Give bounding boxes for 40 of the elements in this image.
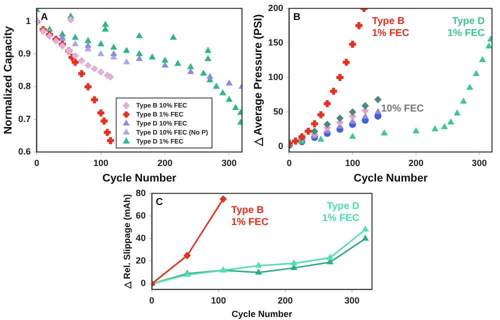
y-axis-title: Normalized Capacity: [2, 25, 15, 134]
x-axis-title: Cycle Number: [102, 172, 178, 184]
y-tick-label: 0.8: [18, 81, 31, 92]
y-tick-label: 40: [136, 233, 146, 244]
y-tick-label: 80: [136, 188, 146, 198]
x-tick-label: 0: [149, 295, 154, 306]
y-tick-label: 150: [268, 37, 284, 48]
series-label: Type B 1% FEC: [231, 204, 268, 228]
y-tick-label: 1: [26, 16, 31, 26]
y-axis-title: △ Rel. Slippage (mAh): [122, 194, 132, 290]
y-axis-title: △ Average Pressure (PSI): [252, 14, 265, 148]
x-axis-title: Cycle Number: [354, 172, 428, 184]
y-tick-label: 200: [268, 2, 284, 13]
x-tick-label: 300: [222, 158, 237, 168]
series-label: Type D 1% FEC: [322, 201, 360, 224]
annotation: A: [40, 12, 48, 24]
x-tick-label: 0: [34, 158, 40, 168]
x-tick-label: 100: [93, 158, 108, 168]
series-label: Type B 1% FEC: [372, 16, 410, 40]
y-tick-label: 20: [136, 256, 146, 266]
x-tick-label: 300: [344, 295, 360, 306]
y-tick-label: 60: [136, 210, 146, 220]
x-tick-label: 100: [211, 295, 226, 306]
series-label: Type D 1% FEC: [448, 16, 485, 40]
annotation: 10% FEC: [381, 103, 424, 114]
x-tick-label: 300: [472, 158, 487, 168]
y-tick-label: 0.6: [18, 146, 31, 156]
y-tick-label: 50: [273, 106, 284, 116]
x-tick-label: 100: [345, 158, 360, 168]
x-axis-title: Cycle Number: [232, 309, 293, 320]
x-tick-label: 200: [408, 158, 424, 168]
annotation: C: [156, 197, 164, 208]
y-tick-label: 0: [140, 278, 146, 288]
x-tick-label: 200: [158, 158, 173, 168]
y-tick-label: 100: [268, 72, 284, 82]
annotation: B: [293, 12, 300, 24]
y-tick-label: 0.9: [18, 48, 31, 59]
y-tick-label: 0: [278, 140, 284, 151]
y-tick-label: 0.7: [18, 114, 31, 124]
x-tick-label: 0: [286, 158, 292, 168]
